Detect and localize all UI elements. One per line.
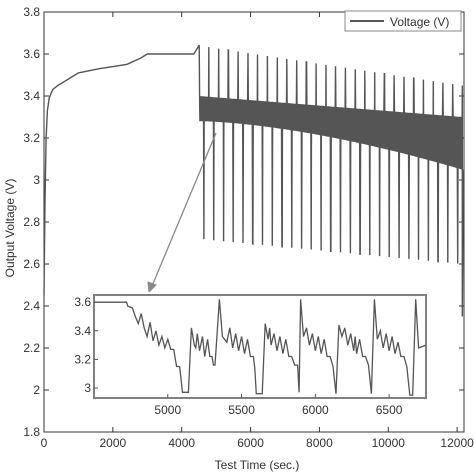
y-tick-label: 2.6 <box>23 257 40 271</box>
inset-x-tick-label: 6000 <box>302 403 329 417</box>
inset-x-tick-label: 5500 <box>228 403 255 417</box>
voltage-series-line <box>43 44 464 317</box>
inset-y-tick-label: 3.2 <box>74 352 91 366</box>
zoom-arrow <box>147 132 217 294</box>
y-tick-label: 3.2 <box>23 131 40 145</box>
x-tick-label: 10000 <box>372 436 406 450</box>
x-tick-label: 0 <box>41 436 48 450</box>
zoom-arrow-shaft <box>151 132 217 287</box>
y-tick-label: 2 <box>33 383 40 397</box>
y-tick-label: 2.4 <box>23 299 40 313</box>
y-tick-label: 3.4 <box>23 89 40 103</box>
main-series <box>43 44 464 317</box>
x-tick-label: 2000 <box>100 436 127 450</box>
x-tick-label: 8000 <box>306 436 333 450</box>
x-axis-label: Test Time (sec.) <box>215 458 300 472</box>
y-tick-label: 2.2 <box>23 341 40 355</box>
inset-x-tick-label: 5000 <box>154 403 181 417</box>
y-tick-label: 3 <box>33 173 40 187</box>
x-tick-label: 12000 <box>440 436 474 450</box>
legend-box <box>344 10 462 32</box>
inset-frame <box>93 294 427 399</box>
inset-y-tick-label: 3.4 <box>74 324 91 338</box>
y-tick-label: 2.8 <box>23 215 40 229</box>
legend: Voltage (V) <box>344 10 462 32</box>
inset-y-tick-label: 3.6 <box>74 295 91 309</box>
y-axis-label: Output Voltage (V) <box>3 179 17 278</box>
y-tick-label: 3.8 <box>23 5 40 19</box>
y-tick-label: 3.6 <box>23 47 40 61</box>
legend-label: Voltage (V) <box>390 15 449 29</box>
inset-y-tick-label: 3 <box>84 381 91 395</box>
x-tick-label: 6000 <box>237 436 264 450</box>
zoom-arrow-head <box>147 281 157 294</box>
main-axes: 0 2000 4000 6000 8000 10000 12000 1.8 2 2.2 2.4 2.6… <box>23 5 474 450</box>
inset-zoom: 5000 5500 6000 6500 3 3.2 3.4 3.6 <box>62 292 429 419</box>
x-tick-label: 4000 <box>168 436 195 450</box>
inset-series-line <box>94 299 427 396</box>
y-tick-label: 1.8 <box>23 425 40 439</box>
inset-x-tick-label: 6500 <box>376 403 403 417</box>
